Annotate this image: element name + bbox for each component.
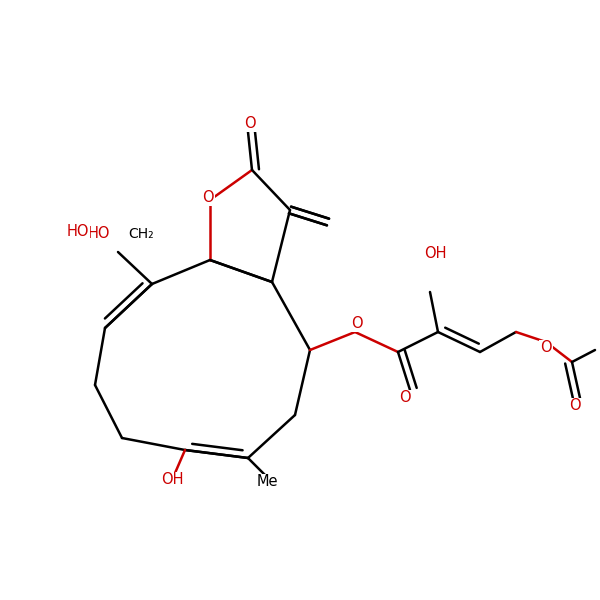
Text: HO: HO [67,224,89,239]
Text: Me: Me [256,475,278,490]
Text: O: O [244,116,256,131]
Text: O: O [540,340,552,355]
Text: CH₂: CH₂ [128,227,154,241]
Text: O: O [399,391,411,406]
Text: O: O [351,317,363,331]
Text: O: O [202,191,214,205]
Text: HO: HO [88,226,110,241]
Text: O: O [569,398,581,413]
Text: OH: OH [161,473,183,487]
Text: OH: OH [424,247,446,262]
